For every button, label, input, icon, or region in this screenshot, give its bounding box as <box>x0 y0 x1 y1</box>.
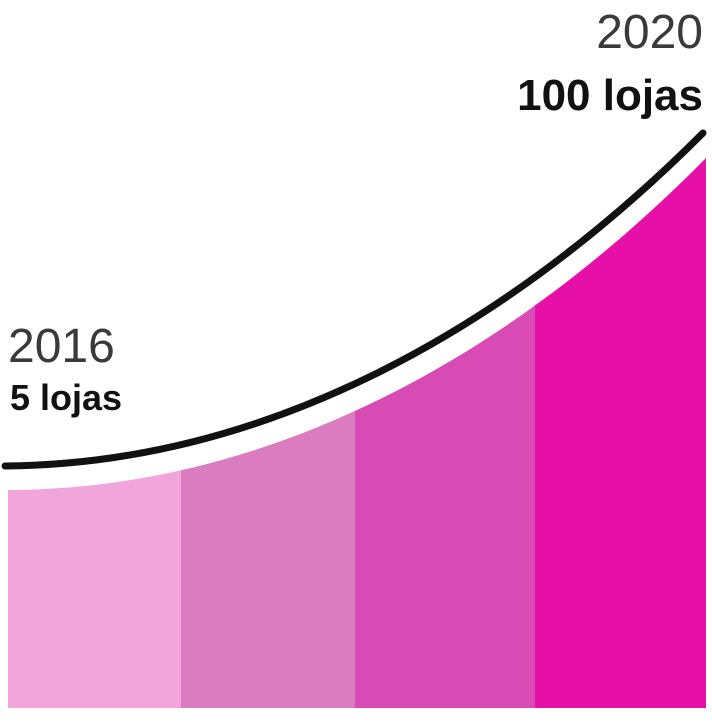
end-year: 2020 <box>596 6 703 59</box>
growth-curve <box>1 129 707 470</box>
end-label: 100 lojas <box>517 71 703 120</box>
band <box>181 158 356 708</box>
start-year: 2016 <box>8 320 115 373</box>
start-label: 5 lojas <box>10 377 122 418</box>
band <box>535 158 706 708</box>
band <box>355 158 536 708</box>
